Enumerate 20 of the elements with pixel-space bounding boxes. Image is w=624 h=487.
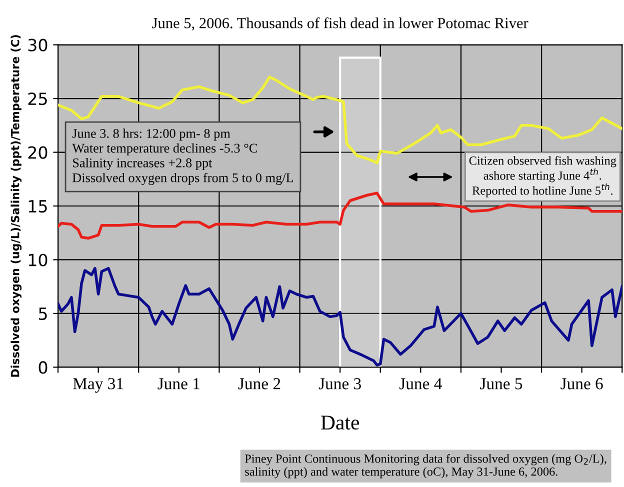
y-tick-label: 10 xyxy=(28,254,48,266)
annotation: June 3. 8 hrs: 12:00 pm- 8 pm Water temperature declines -5.3 °C Salinity increases +2.8 ppt Dissolved oxygen drops from 5 to 0 mg/L xyxy=(72,128,294,185)
x-tick-label: June 3 xyxy=(318,378,361,390)
x-axis-title: Date xyxy=(321,416,360,430)
y-tick-label: 20 xyxy=(28,146,48,159)
x-tick-label: June 1 xyxy=(158,378,200,390)
y-tick-label: 30 xyxy=(28,38,48,52)
y-tick-label: 15 xyxy=(28,200,47,213)
text: Piney Point Continuous Monitoring data for dissolved oxygen (mg O$_{2}$/L), salinity (ppt) and water temperature (oC), May 31-June 6, 2006. xyxy=(244,454,606,478)
y-axis-title: Dissolved oxygen (ug/L)/Salinity (ppt)/Temperature (C) xyxy=(10,35,22,377)
x-tick-label: June 5 xyxy=(480,378,522,390)
annotation: Citizen observed fish washing ashore starting June 4$^{th}$. Reported to hotline June 5$^{th}$. xyxy=(469,156,616,198)
y-tick-label: 5 xyxy=(38,308,47,320)
x-tick-label: June 6 xyxy=(560,378,603,390)
x-tick-label: May 31 xyxy=(73,378,124,393)
y-tick-label: 0 xyxy=(38,361,48,374)
y-tick-label: 25 xyxy=(28,92,47,106)
chart-title: June 5, 2006. Thousands of fish dead in lower Potomac River xyxy=(152,17,528,30)
x-tick-label: June 2 xyxy=(238,378,280,390)
x-tick-label: June 4 xyxy=(399,378,442,390)
